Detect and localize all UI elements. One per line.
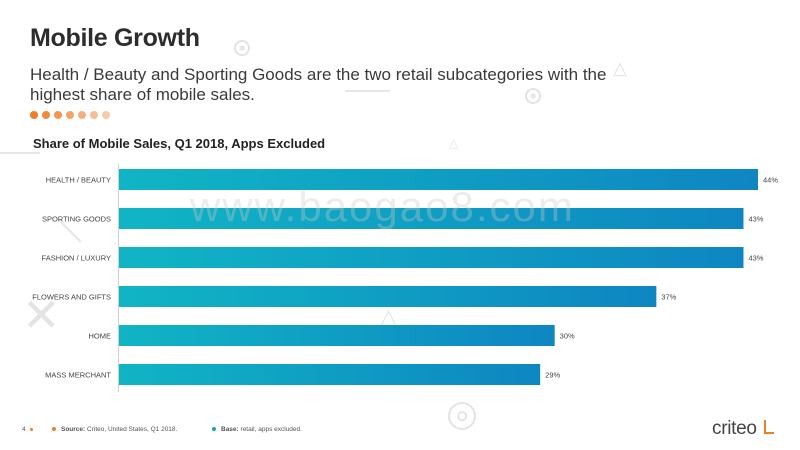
progress-dot [54, 111, 62, 119]
triangle-decoration-icon: △ [449, 136, 459, 150]
watermark: www.baogao8.com [190, 183, 575, 230]
page-title: Mobile Growth [30, 24, 200, 52]
source-note: Source: Criteo, United States, Q1 2018. [52, 426, 177, 433]
ring-decoration-icon [234, 40, 250, 56]
base-note: Base: retail, apps excluded. [212, 426, 302, 433]
progress-dot [30, 111, 38, 119]
category-label: FLOWERS AND GIFTS [32, 293, 111, 302]
base-dot [212, 427, 216, 432]
category-label: HOME [89, 332, 112, 341]
bar [119, 169, 758, 190]
triangle-decoration-icon: △ [380, 304, 397, 329]
ring-decoration-icon [525, 88, 541, 104]
source-text: Criteo, United States, Q1 2018. [87, 426, 178, 433]
progress-dot [42, 111, 50, 119]
ring-decoration-icon [448, 402, 476, 430]
line-decoration-icon [0, 152, 40, 154]
source-label: Source: [61, 426, 86, 433]
bar [119, 325, 555, 346]
progress-dots [30, 111, 110, 119]
base-label: Base: [221, 426, 239, 433]
progress-dot [78, 111, 86, 119]
value-label: 44% [763, 176, 778, 185]
value-label: 43% [748, 254, 763, 263]
category-label: HEALTH / BEAUTY [46, 176, 111, 185]
page-subtitle: Health / Beauty and Sporting Goods are t… [30, 65, 607, 104]
triangle-decoration-icon: △ [613, 58, 627, 78]
base-text: retail, apps excluded. [240, 426, 302, 433]
value-label: 29% [545, 371, 560, 380]
bar [119, 286, 657, 307]
progress-dot [90, 111, 98, 119]
cross-decoration-icon: ✕ [22, 289, 61, 341]
line-decoration-icon [345, 90, 390, 92]
chart-title: Share of Mobile Sales, Q1 2018, Apps Exc… [33, 136, 326, 151]
value-label: 30% [560, 332, 575, 341]
bar [119, 247, 744, 268]
page-number-text: 4 [22, 426, 26, 433]
value-label: 43% [748, 215, 763, 224]
logo-mark-icon [764, 420, 774, 434]
category-label: FASHION / LUXURY [42, 254, 111, 263]
page-number: 4 [22, 426, 38, 433]
page-dot [30, 427, 34, 431]
progress-dot [102, 111, 110, 119]
category-label: MASS MERCHANT [45, 371, 111, 380]
bar-chart: HEALTH / BEAUTY 44% SPORTING GOODS 43% FASHI… [32, 164, 778, 392]
source-dot [52, 427, 56, 432]
value-label: 37% [661, 293, 676, 302]
criteo-logo: criteo [712, 418, 757, 439]
bar [119, 208, 744, 229]
bar [119, 364, 541, 385]
category-label: SPORTING GOODS [42, 215, 111, 224]
progress-dot [66, 111, 74, 119]
